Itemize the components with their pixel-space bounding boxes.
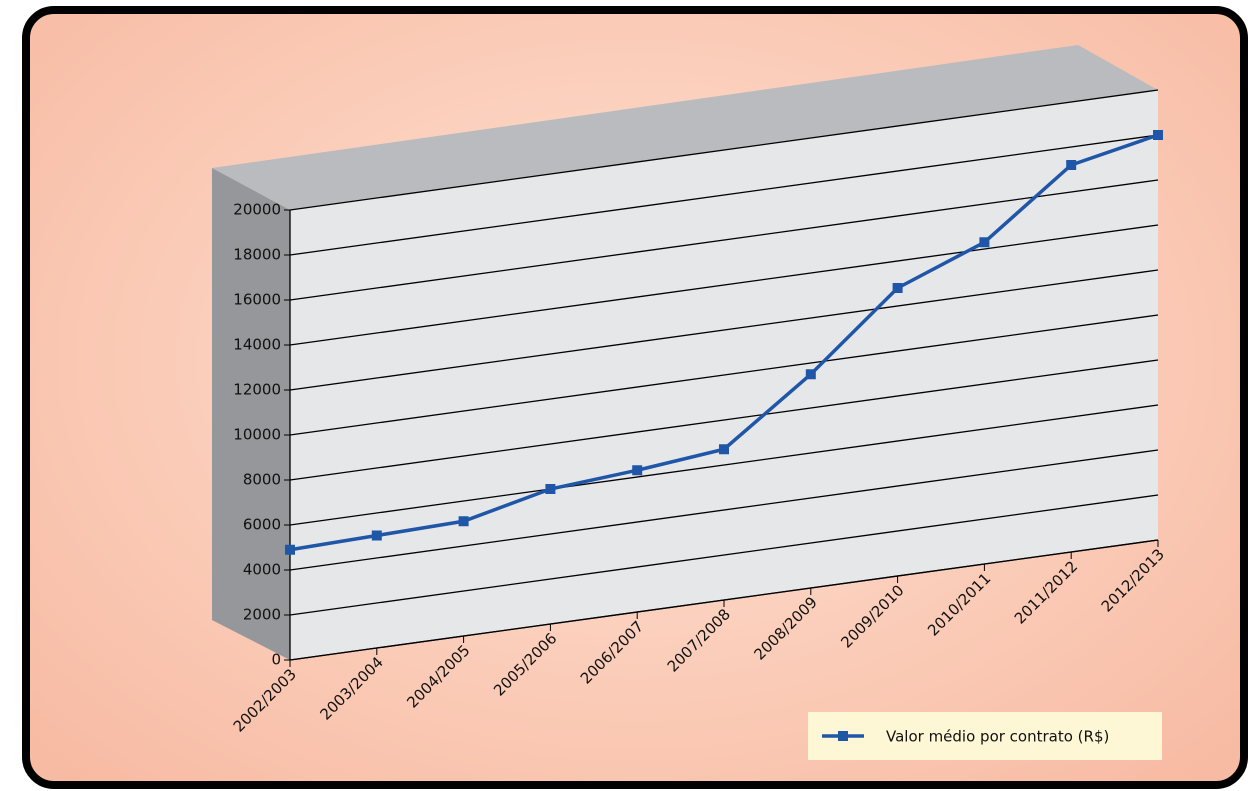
point <box>805 369 816 380</box>
y-tick-label: 18000 <box>233 246 281 264</box>
point <box>979 237 990 248</box>
y-tick-label: 6000 <box>243 516 281 534</box>
x-tick-label: 2012/2013 <box>1098 545 1168 615</box>
y-tick-label: 8000 <box>243 471 281 489</box>
x-tick-label: 2009/2010 <box>837 581 907 651</box>
y-tick-label: 20000 <box>233 201 281 219</box>
grid-line <box>289 269 1159 391</box>
y-tick-label: 0 <box>271 651 281 669</box>
point <box>1153 130 1163 140</box>
point <box>545 484 556 494</box>
x-tick-label: 2006/2007 <box>577 617 647 687</box>
point <box>1066 160 1077 170</box>
grid-line <box>289 404 1159 526</box>
y-tick-label: 14000 <box>233 336 281 354</box>
grid-line <box>289 224 1159 346</box>
legend-marker <box>838 731 848 741</box>
box-side <box>212 168 290 660</box>
point <box>285 544 295 555</box>
point <box>371 530 382 541</box>
y-tick-label: 2000 <box>243 606 281 624</box>
grid-line <box>289 494 1159 616</box>
grid-line <box>289 359 1159 481</box>
point <box>719 444 729 455</box>
y-tick-label: 16000 <box>233 291 281 309</box>
x-tick-label: 2008/2009 <box>751 593 821 663</box>
x-tick-label: 2004/2005 <box>403 641 473 711</box>
legend-label: Valor médio por contrato (R$) <box>886 728 1109 746</box>
grid-line <box>289 314 1159 436</box>
x-tick-label: 2011/2012 <box>1011 557 1081 627</box>
box-top <box>212 45 1158 210</box>
point <box>632 465 643 476</box>
x-tick-label: 2002/2003 <box>230 665 300 735</box>
x-tick-label: 2007/2008 <box>664 605 734 675</box>
grid-line <box>289 89 1159 211</box>
point <box>458 516 469 527</box>
grid-line <box>289 449 1159 571</box>
x-tick-label: 2005/2006 <box>490 629 560 699</box>
x-tick-label: 2003/2004 <box>317 653 387 723</box>
y-tick-label: 4000 <box>243 561 281 579</box>
x-tick-label: 2010/2011 <box>924 569 994 639</box>
y-tick-label: 12000 <box>233 381 281 399</box>
point <box>892 283 903 293</box>
grid-line <box>289 179 1159 301</box>
legend-box <box>808 712 1162 760</box>
y-tick-label: 10000 <box>233 426 281 444</box>
grid-line <box>289 134 1159 256</box>
